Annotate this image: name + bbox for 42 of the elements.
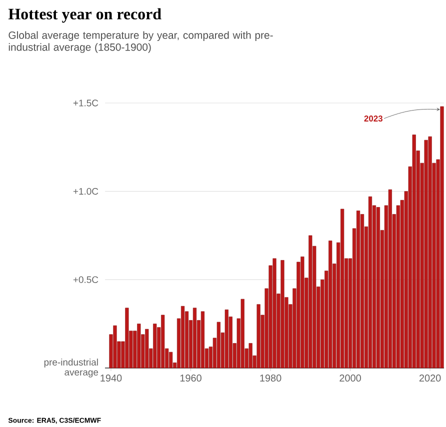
bar bbox=[153, 324, 157, 368]
bar bbox=[248, 343, 252, 368]
bar bbox=[180, 306, 185, 368]
y-tick-label: +1.5C bbox=[73, 100, 98, 106]
x-tick-label: 1940 bbox=[100, 374, 122, 382]
bar bbox=[240, 298, 244, 368]
y-tick-label: +0.5C bbox=[73, 276, 98, 284]
bar bbox=[125, 308, 129, 368]
bar bbox=[300, 256, 304, 368]
bar bbox=[145, 328, 149, 368]
x-tick-label: 1960 bbox=[180, 374, 202, 382]
bar bbox=[272, 258, 276, 368]
bar bbox=[200, 311, 205, 368]
bar bbox=[368, 196, 372, 368]
bar bbox=[412, 134, 416, 368]
chart-subtitle: Global average temperature by year, compared with pre-industrial average (1850-1900) bbox=[8, 31, 273, 53]
bar bbox=[113, 325, 117, 368]
bar bbox=[376, 207, 380, 368]
bar bbox=[137, 324, 141, 368]
y-tick-label: +1.0C bbox=[73, 188, 98, 195]
x-tick-label: 2020 bbox=[419, 374, 441, 382]
bar bbox=[256, 304, 260, 368]
bar bbox=[440, 106, 444, 368]
bar bbox=[428, 136, 432, 368]
bar bbox=[360, 214, 364, 368]
bar bbox=[161, 314, 165, 368]
bar bbox=[340, 208, 344, 368]
x-tick-label: 2000 bbox=[340, 374, 361, 382]
bar bbox=[424, 140, 428, 368]
bar bbox=[388, 189, 392, 368]
bar bbox=[280, 260, 284, 368]
bar bbox=[216, 322, 220, 368]
bar bbox=[356, 210, 360, 368]
bar bbox=[308, 235, 312, 368]
bar bbox=[328, 240, 332, 368]
bar bbox=[224, 310, 228, 368]
bar bbox=[192, 308, 197, 368]
chart-title: Hottest year on record bbox=[8, 8, 162, 23]
x-tick-label: 1980 bbox=[260, 374, 282, 382]
annotation: 2023 bbox=[364, 116, 382, 122]
y-tick-label: pre-industrial average bbox=[44, 358, 98, 378]
bar bbox=[169, 352, 173, 368]
